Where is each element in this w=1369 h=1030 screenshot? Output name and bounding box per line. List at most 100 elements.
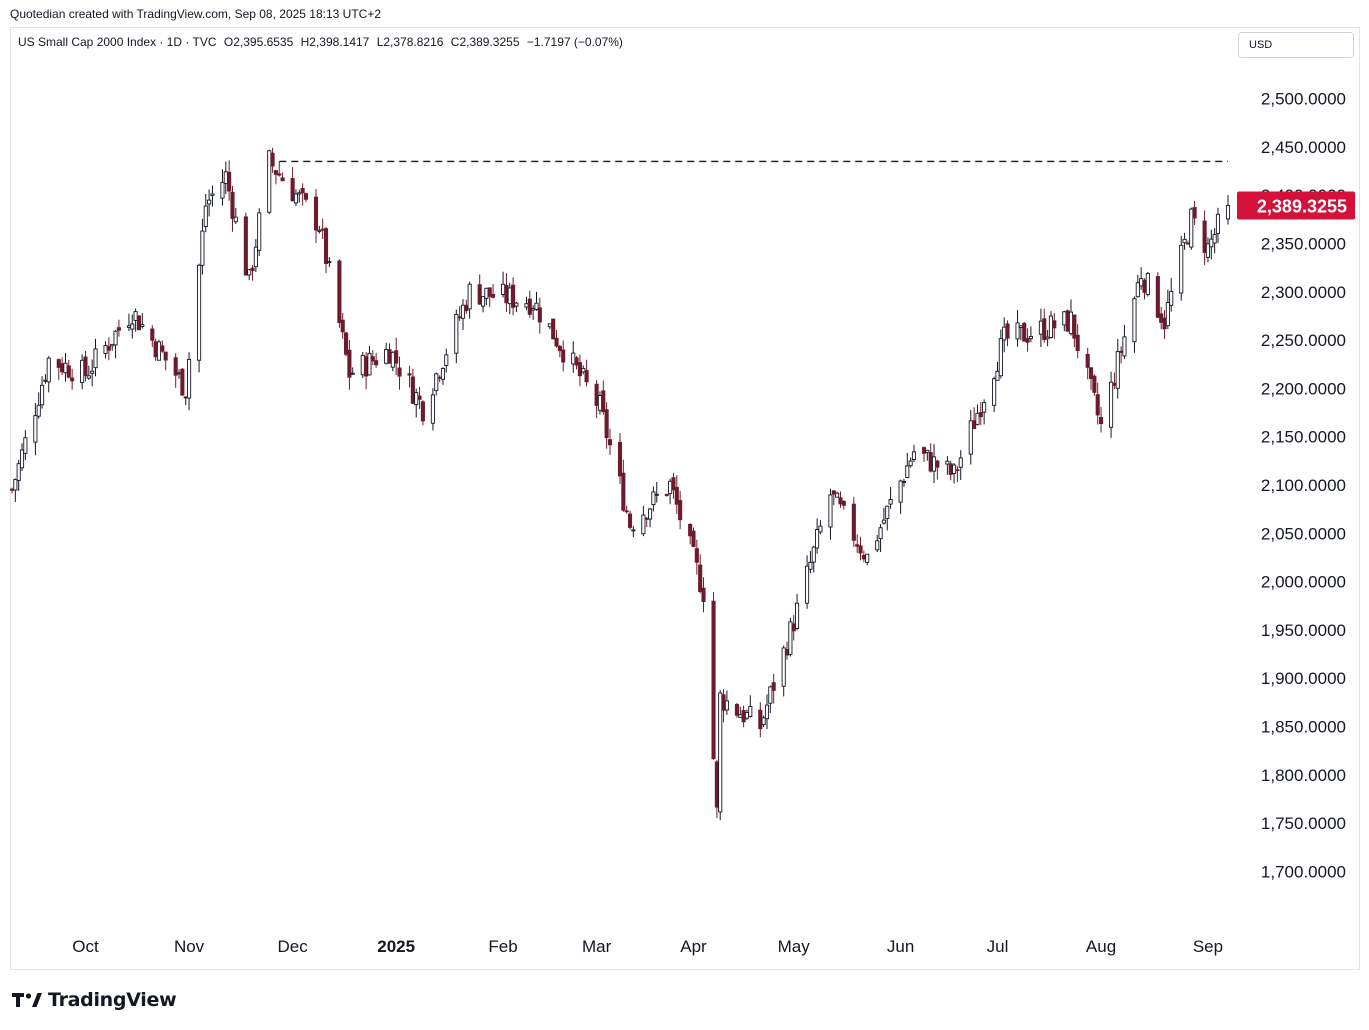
tradingview-logo[interactable]: TradingView: [12, 988, 177, 1012]
candle-body: [741, 709, 746, 723]
candle-body: [197, 264, 202, 361]
x-tick-label: Jun: [887, 937, 914, 956]
candle-body: [561, 349, 566, 363]
candle-body: [140, 324, 145, 328]
y-tick-label: 1,950.0000: [1261, 621, 1346, 640]
candle-body: [504, 284, 509, 304]
candle-body: [711, 600, 716, 760]
candle-body: [106, 346, 111, 351]
candle-body: [1025, 338, 1030, 343]
candle-body: [1182, 238, 1187, 244]
candle-body: [420, 401, 425, 422]
y-tick-label: 2,300.0000: [1261, 283, 1346, 302]
candle-body: [738, 714, 743, 718]
candle-body: [1159, 313, 1164, 323]
candle-body: [1072, 314, 1077, 339]
candle-body: [1209, 238, 1214, 248]
y-tick-label: 2,200.0000: [1261, 379, 1346, 398]
candle-body: [788, 621, 793, 655]
candle-body: [153, 341, 158, 358]
candle-body: [758, 709, 763, 730]
candle-body: [200, 230, 205, 266]
candle-body: [397, 367, 402, 377]
candle-body: [394, 350, 399, 364]
candle-body: [210, 193, 215, 196]
candle-body: [992, 378, 997, 406]
candle-body: [183, 396, 188, 399]
candle-body: [791, 623, 796, 632]
candle-body: [811, 546, 816, 563]
candle-body: [270, 152, 275, 167]
candle-body: [464, 304, 469, 312]
y-tick-label: 1,900.0000: [1261, 669, 1346, 688]
candle-body: [1112, 382, 1117, 386]
candle-body: [557, 345, 562, 352]
candle-body: [437, 376, 442, 379]
candle-body: [1065, 310, 1070, 332]
candle-body: [163, 351, 168, 361]
candle-body: [110, 343, 115, 347]
candle-body: [901, 480, 907, 483]
candle-body: [995, 370, 1000, 381]
candle-body: [80, 359, 85, 384]
candle-body: [718, 692, 723, 813]
candle-body: [621, 472, 626, 511]
candle-body: [1132, 298, 1137, 343]
candle-body: [1192, 207, 1197, 219]
candle-body: [340, 319, 345, 333]
candle-body: [187, 359, 192, 399]
candle-body: [835, 492, 840, 498]
candle-body: [648, 508, 653, 520]
x-tick-label: Apr: [680, 937, 707, 956]
candle-body: [514, 302, 519, 307]
candle-body: [724, 700, 729, 711]
candle-body: [888, 499, 893, 505]
candle-body: [664, 494, 669, 496]
x-tick-label: 2025: [377, 937, 415, 956]
currency-button[interactable]: USD: [1238, 32, 1354, 58]
candle-body: [975, 412, 980, 425]
candle-body: [1048, 315, 1053, 338]
candle-body: [290, 178, 295, 202]
candle-body: [36, 404, 41, 417]
candle-body: [1005, 323, 1010, 339]
candle-body: [855, 544, 860, 547]
candle-body: [16, 463, 21, 481]
candle-body: [935, 460, 940, 468]
candle-body: [320, 228, 325, 231]
legend-close: C2,389.3255: [450, 35, 520, 49]
candle-body: [126, 325, 131, 328]
candle-body: [280, 177, 285, 182]
tradingview-logo-icon: [12, 993, 42, 1007]
candle-body: [818, 525, 823, 533]
candle-body: [1015, 322, 1020, 340]
chart-frame[interactable]: [10, 27, 1360, 970]
candle-body: [1085, 353, 1090, 368]
candle-body: [898, 480, 903, 503]
candle-body: [952, 464, 957, 474]
last-price-label: 2,389.3255: [1257, 197, 1347, 217]
candle-body: [227, 171, 232, 192]
candle-body: [90, 370, 95, 374]
candle-body: [547, 323, 552, 328]
candle-body: [116, 327, 121, 331]
legend-symbol: US Small Cap 2000 Index · 1D · TVC: [18, 35, 217, 49]
candle-body: [150, 328, 155, 341]
candle-body: [43, 379, 48, 382]
candle-body: [1092, 375, 1097, 393]
x-tick-label: Jul: [987, 937, 1009, 956]
y-tick-label: 1,700.0000: [1261, 862, 1346, 881]
x-tick-label: Nov: [174, 937, 205, 956]
candle-body: [624, 510, 629, 513]
candle-body: [761, 717, 766, 726]
candle-body: [674, 486, 679, 505]
candle-body: [9, 488, 15, 491]
candle-body: [905, 465, 910, 478]
candle-body: [1028, 335, 1033, 340]
candle-body: [1115, 351, 1120, 389]
candle-body: [93, 348, 98, 369]
x-tick-label: May: [778, 937, 811, 956]
x-tick-label: Mar: [582, 937, 612, 956]
candle-body: [885, 505, 890, 519]
